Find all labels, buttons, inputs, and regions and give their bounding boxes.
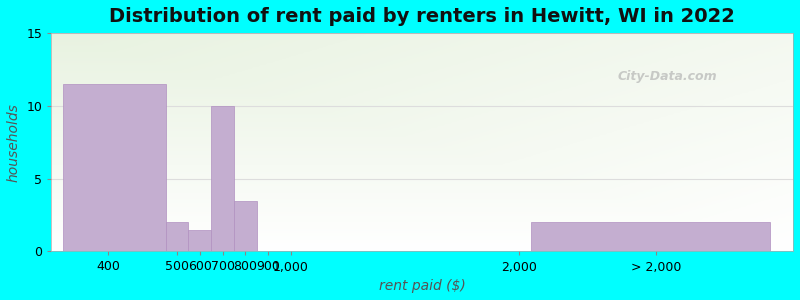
Bar — [211, 106, 234, 251]
Title: Distribution of rent paid by renters in Hewitt, WI in 2022: Distribution of rent paid by renters in … — [110, 7, 735, 26]
Bar — [530, 222, 770, 251]
X-axis label: rent paid ($): rent paid ($) — [379, 279, 466, 293]
Y-axis label: households: households — [7, 103, 21, 182]
Bar — [188, 230, 211, 251]
Text: City-Data.com: City-Data.com — [617, 70, 717, 83]
Bar — [63, 84, 166, 251]
Bar — [234, 200, 257, 251]
Bar — [166, 222, 188, 251]
